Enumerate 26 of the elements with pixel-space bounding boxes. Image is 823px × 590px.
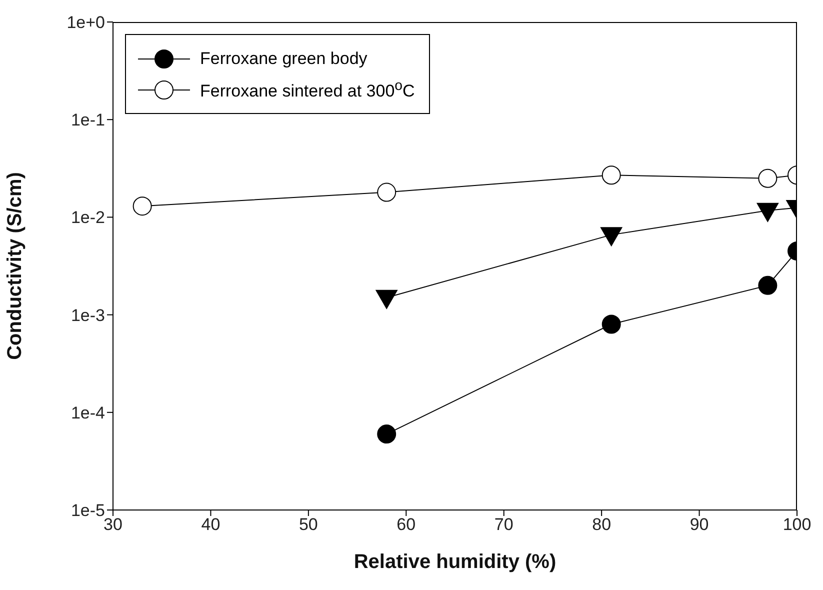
legend-label: Ferroxane green body — [200, 48, 368, 68]
point — [376, 290, 398, 309]
y-tick-label: 1e-2 — [70, 208, 105, 228]
y-axis-title: Conductivity (S/cm) — [4, 172, 26, 360]
y-tick-label: 1e+0 — [66, 13, 105, 32]
y-tick-label: 1e-3 — [70, 306, 105, 325]
x-tick-label: 90 — [690, 515, 709, 534]
point — [758, 276, 778, 295]
legend-label: Ferroxane sintered at 300$^{o}$C — [200, 78, 415, 102]
point — [377, 182, 396, 202]
point — [602, 314, 621, 334]
point — [602, 166, 621, 185]
x-tick-label: 30 — [104, 515, 122, 534]
x-tick-label: 100 — [782, 515, 812, 534]
x-tick-label: 60 — [396, 515, 416, 534]
x-axis-title: Relative humidity (%) — [354, 551, 556, 573]
y-tick-label: 1e-4 — [70, 403, 105, 422]
y-tick-label: 1e-5 — [70, 501, 105, 520]
x-tick-label: 40 — [201, 515, 220, 534]
point — [377, 424, 396, 444]
point — [132, 196, 152, 216]
point — [758, 168, 778, 188]
x-tick-label: 80 — [592, 515, 612, 534]
y-tick-label: 1e-1 — [70, 110, 105, 130]
x-tick-label: 50 — [298, 515, 318, 534]
x-tick-label: 70 — [494, 515, 514, 534]
